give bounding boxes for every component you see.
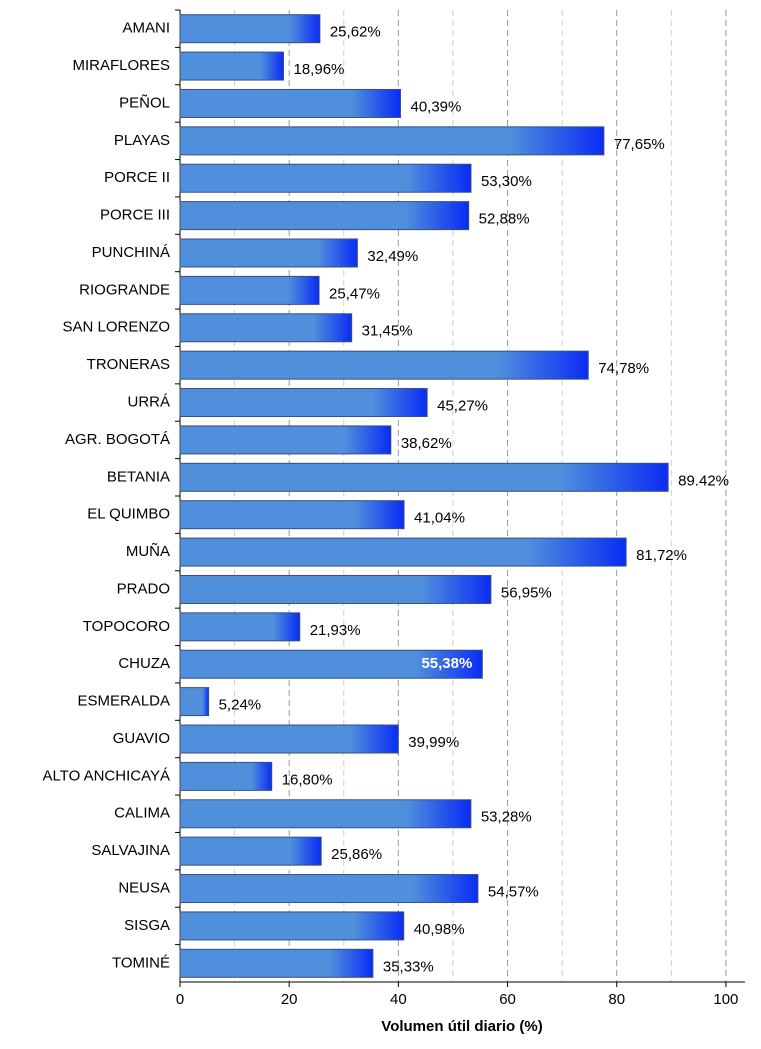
bar bbox=[179, 51, 285, 81]
y-tick-label: AGR. BOGOTÁ bbox=[65, 431, 170, 448]
value-label: 40,98% bbox=[414, 921, 465, 938]
y-tick-label: ESMERALDA bbox=[77, 693, 170, 710]
value-label: 31,45% bbox=[362, 323, 413, 340]
value-label: 32,49% bbox=[367, 248, 418, 265]
bar bbox=[179, 425, 392, 455]
value-label: 25,86% bbox=[331, 846, 382, 863]
value-label: 25,62% bbox=[330, 24, 381, 41]
y-tick-label: SALVAJINA bbox=[91, 842, 170, 859]
y-tick-label: PEÑOL bbox=[119, 94, 170, 111]
value-label: 40,39% bbox=[410, 98, 461, 115]
y-tick-label: RIOGRANDE bbox=[79, 281, 170, 298]
value-label: 55,38% bbox=[421, 655, 472, 672]
bar bbox=[179, 761, 273, 791]
x-axis-title: Volumen útil diario (%) bbox=[381, 1018, 542, 1035]
y-tick-label: MIRAFLORES bbox=[72, 57, 170, 74]
bar bbox=[179, 687, 210, 717]
y-tick-label: PRADO bbox=[117, 580, 170, 597]
value-label: 25,47% bbox=[329, 285, 380, 302]
bar bbox=[179, 275, 320, 305]
y-tick-label: TOMINÉ bbox=[112, 954, 170, 971]
y-tick-label: CALIMA bbox=[114, 805, 170, 822]
bar bbox=[179, 462, 669, 492]
value-label: 89.42% bbox=[678, 472, 729, 489]
y-tick-label: MUÑA bbox=[126, 543, 170, 560]
bar bbox=[179, 799, 472, 829]
y-tick-label: PORCE II bbox=[104, 169, 170, 186]
value-label: 38,62% bbox=[401, 435, 452, 452]
bar bbox=[179, 313, 353, 343]
bar bbox=[179, 911, 405, 941]
value-label: 41,04% bbox=[414, 510, 465, 527]
y-tick-label: PLAYAS bbox=[114, 132, 170, 149]
y-tick-label: ALTO ANCHICAYÁ bbox=[42, 767, 170, 784]
bar bbox=[179, 649, 483, 679]
y-tick-label: CHUZA bbox=[118, 655, 170, 672]
bar bbox=[179, 163, 472, 193]
value-label: 35,33% bbox=[383, 958, 434, 975]
bar bbox=[179, 724, 399, 754]
value-label: 39,99% bbox=[408, 734, 459, 751]
y-tick-label: NEUSA bbox=[118, 880, 170, 897]
value-label: 45,27% bbox=[437, 398, 488, 415]
value-label: 56,95% bbox=[501, 584, 552, 601]
x-tick-label: 60 bbox=[499, 991, 516, 1008]
bar bbox=[179, 500, 405, 530]
x-tick-label: 40 bbox=[390, 991, 407, 1008]
value-label: 18,96% bbox=[294, 61, 345, 78]
bar bbox=[179, 948, 374, 978]
x-tick-label: 20 bbox=[281, 991, 298, 1008]
bar bbox=[179, 350, 589, 380]
bar bbox=[179, 126, 605, 156]
value-label: 77,65% bbox=[614, 136, 665, 153]
bar bbox=[179, 388, 428, 418]
bar bbox=[179, 88, 401, 118]
y-tick-label: BETANIA bbox=[107, 468, 170, 485]
value-label: 74,78% bbox=[598, 360, 649, 377]
bar bbox=[179, 238, 358, 268]
bar bbox=[179, 574, 492, 604]
value-label: 52,88% bbox=[479, 211, 530, 228]
y-tick-label: TRONERAS bbox=[87, 356, 170, 373]
y-tick-label: AMANI bbox=[122, 20, 170, 37]
y-tick-label: GUAVIO bbox=[113, 730, 170, 747]
y-tick-label: SAN LORENZO bbox=[62, 319, 170, 336]
value-label: 53,30% bbox=[481, 173, 532, 190]
bar bbox=[179, 612, 301, 642]
x-tick-label: 80 bbox=[608, 991, 625, 1008]
x-tick-label: 100 bbox=[713, 991, 738, 1008]
value-label: 81,72% bbox=[636, 547, 687, 564]
value-label: 54,57% bbox=[488, 884, 539, 901]
y-tick-label: SISGA bbox=[124, 917, 170, 934]
y-tick-label: PUNCHINÁ bbox=[92, 244, 170, 261]
value-label: 53,28% bbox=[481, 809, 532, 826]
bar bbox=[179, 537, 627, 567]
y-tick-label: EL QUIMBO bbox=[87, 506, 170, 523]
y-tick-label: TOPOCORO bbox=[83, 618, 170, 635]
value-label: 5,24% bbox=[219, 697, 262, 714]
y-tick-label: URRÁ bbox=[127, 394, 170, 411]
y-tick-label: PORCE III bbox=[100, 207, 170, 224]
bar bbox=[179, 874, 479, 904]
bar bbox=[179, 201, 470, 231]
bar bbox=[179, 14, 321, 44]
x-tick-label: 0 bbox=[176, 991, 184, 1008]
bar bbox=[179, 836, 322, 866]
value-label: 16,80% bbox=[282, 771, 333, 788]
value-label: 21,93% bbox=[310, 622, 361, 639]
